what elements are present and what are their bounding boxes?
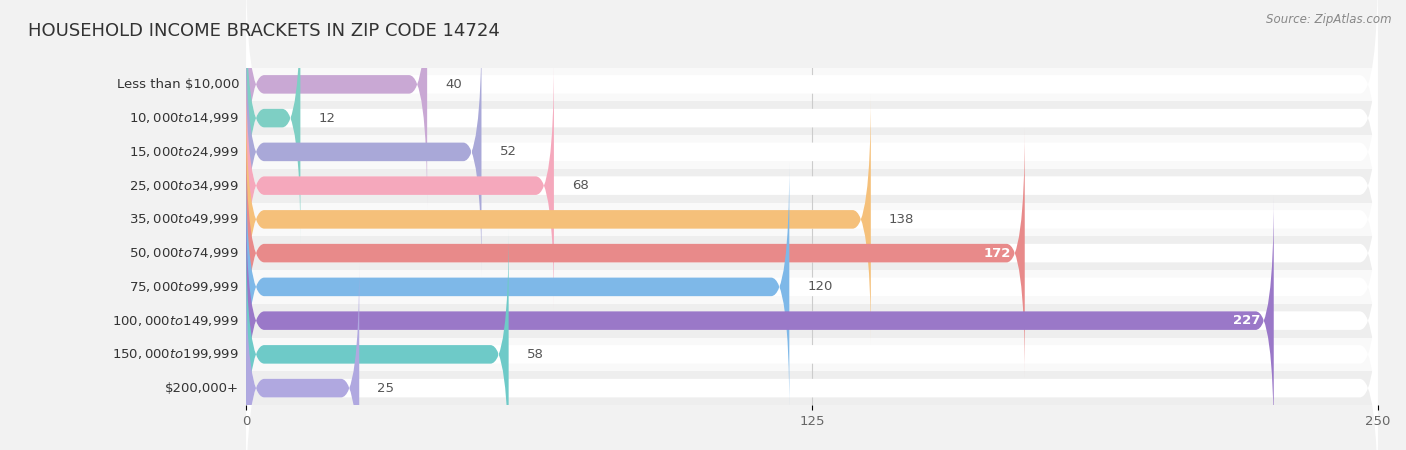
FancyBboxPatch shape: [246, 195, 1274, 446]
Text: $100,000 to $149,999: $100,000 to $149,999: [112, 314, 239, 328]
FancyBboxPatch shape: [246, 229, 509, 450]
FancyBboxPatch shape: [246, 0, 1378, 210]
FancyBboxPatch shape: [246, 161, 1378, 413]
Bar: [246, 135, 1378, 169]
FancyBboxPatch shape: [246, 94, 870, 345]
FancyBboxPatch shape: [246, 26, 481, 278]
Text: $25,000 to $34,999: $25,000 to $34,999: [129, 179, 239, 193]
FancyBboxPatch shape: [246, 0, 301, 244]
Text: 68: 68: [572, 179, 589, 192]
Bar: [246, 68, 1378, 101]
Text: 52: 52: [499, 145, 516, 158]
FancyBboxPatch shape: [246, 0, 427, 210]
FancyBboxPatch shape: [246, 0, 1378, 244]
Text: 120: 120: [807, 280, 832, 293]
Text: Source: ZipAtlas.com: Source: ZipAtlas.com: [1267, 14, 1392, 27]
FancyBboxPatch shape: [246, 60, 1378, 311]
Bar: [246, 371, 1378, 405]
Bar: [246, 338, 1378, 371]
FancyBboxPatch shape: [246, 127, 1025, 379]
Text: 40: 40: [446, 78, 463, 91]
FancyBboxPatch shape: [246, 262, 359, 450]
FancyBboxPatch shape: [246, 60, 554, 311]
Bar: [246, 169, 1378, 202]
Bar: [246, 270, 1378, 304]
FancyBboxPatch shape: [246, 127, 1378, 379]
Text: 138: 138: [889, 213, 914, 226]
Text: HOUSEHOLD INCOME BRACKETS IN ZIP CODE 14724: HOUSEHOLD INCOME BRACKETS IN ZIP CODE 14…: [28, 22, 501, 40]
Text: 58: 58: [527, 348, 544, 361]
Text: 172: 172: [984, 247, 1011, 260]
Text: Less than $10,000: Less than $10,000: [117, 78, 239, 91]
Text: $200,000+: $200,000+: [165, 382, 239, 395]
FancyBboxPatch shape: [246, 262, 1378, 450]
Text: $10,000 to $14,999: $10,000 to $14,999: [129, 111, 239, 125]
Text: $15,000 to $24,999: $15,000 to $24,999: [129, 145, 239, 159]
Text: $35,000 to $49,999: $35,000 to $49,999: [129, 212, 239, 226]
FancyBboxPatch shape: [246, 229, 1378, 450]
Text: 12: 12: [319, 112, 336, 125]
Text: 25: 25: [377, 382, 394, 395]
Text: $150,000 to $199,999: $150,000 to $199,999: [112, 347, 239, 361]
FancyBboxPatch shape: [246, 161, 789, 413]
Bar: [246, 202, 1378, 236]
FancyBboxPatch shape: [246, 94, 1378, 345]
Bar: [246, 236, 1378, 270]
FancyBboxPatch shape: [246, 195, 1378, 446]
Bar: [246, 304, 1378, 338]
FancyBboxPatch shape: [246, 26, 1378, 278]
Text: $50,000 to $74,999: $50,000 to $74,999: [129, 246, 239, 260]
Text: $75,000 to $99,999: $75,000 to $99,999: [129, 280, 239, 294]
Bar: [246, 101, 1378, 135]
Text: 227: 227: [1233, 314, 1260, 327]
